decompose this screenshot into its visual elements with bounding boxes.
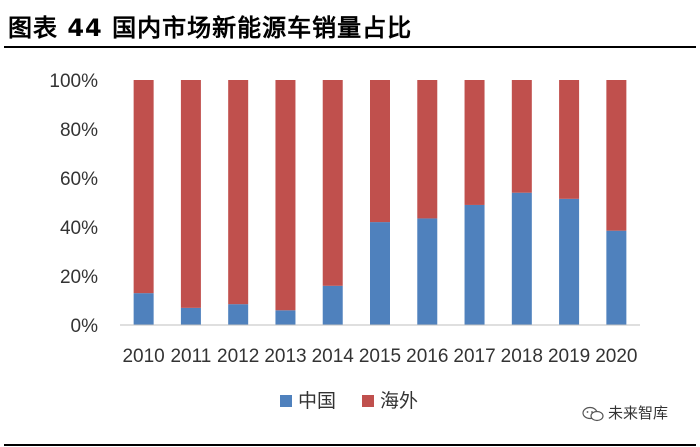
y-tick-label: 60% xyxy=(60,169,98,190)
x-tick-label: 2016 xyxy=(406,346,448,367)
legend-overseas-label: 海外 xyxy=(380,390,418,412)
bar-china-2018 xyxy=(511,192,532,325)
bar-overseas-2011 xyxy=(180,80,201,308)
legend-china-swatch xyxy=(280,395,292,407)
y-tick-label: 20% xyxy=(60,267,98,288)
bar-china-2011 xyxy=(180,307,201,325)
title-underline xyxy=(4,46,696,48)
bar-china-2019 xyxy=(559,198,580,325)
bar-china-2020 xyxy=(606,230,627,325)
bar-overseas-2015 xyxy=(370,80,390,223)
wechat-icon xyxy=(582,406,604,421)
bar-overseas-2013 xyxy=(275,80,296,311)
x-tick-label: 2019 xyxy=(548,346,590,367)
legend-overseas-swatch xyxy=(362,395,374,407)
x-tick-label: 2017 xyxy=(453,346,495,367)
bottom-rule xyxy=(4,444,696,446)
bar-overseas-2019 xyxy=(559,80,580,199)
x-tick-label: 2012 xyxy=(217,346,259,367)
bar-overseas-2020 xyxy=(606,80,627,231)
bar-china-2012 xyxy=(228,304,249,325)
x-tick-label: 2015 xyxy=(359,346,401,367)
bar-china-2010 xyxy=(133,293,154,325)
x-tick-label: 2013 xyxy=(264,346,306,367)
bar-overseas-2014 xyxy=(322,80,343,286)
x-tick-label: 2020 xyxy=(595,346,637,367)
watermark-text: 未来智库 xyxy=(608,404,669,422)
figure-title: 图表 44 国内市场新能源车销量占比 xyxy=(8,14,413,42)
x-tick-label: 2018 xyxy=(501,346,543,367)
y-tick-label: 80% xyxy=(60,120,98,141)
bar-china-2013 xyxy=(275,310,296,325)
bar-china-2017 xyxy=(464,204,485,325)
bar-overseas-2017 xyxy=(464,80,485,205)
y-tick-label: 40% xyxy=(60,218,98,239)
bar-overseas-2016 xyxy=(417,80,438,219)
x-tick-label: 2010 xyxy=(122,346,164,367)
bar-china-2016 xyxy=(417,218,438,325)
y-tick-label: 0% xyxy=(71,316,99,337)
x-tick-label: 2011 xyxy=(170,346,211,367)
bar-china-2014 xyxy=(322,285,343,325)
y-tick-label: 100% xyxy=(49,71,98,92)
bar-china-2015 xyxy=(370,222,390,325)
bar-overseas-2018 xyxy=(511,80,532,193)
legend-china-label: 中国 xyxy=(298,390,336,412)
title-bar: 图表 44 国内市场新能源车销量占比 xyxy=(0,0,700,46)
watermark: 未来智库 xyxy=(582,402,668,423)
bar-overseas-2012 xyxy=(228,80,249,305)
x-tick-label: 2014 xyxy=(312,346,355,367)
bar-overseas-2010 xyxy=(133,80,154,294)
